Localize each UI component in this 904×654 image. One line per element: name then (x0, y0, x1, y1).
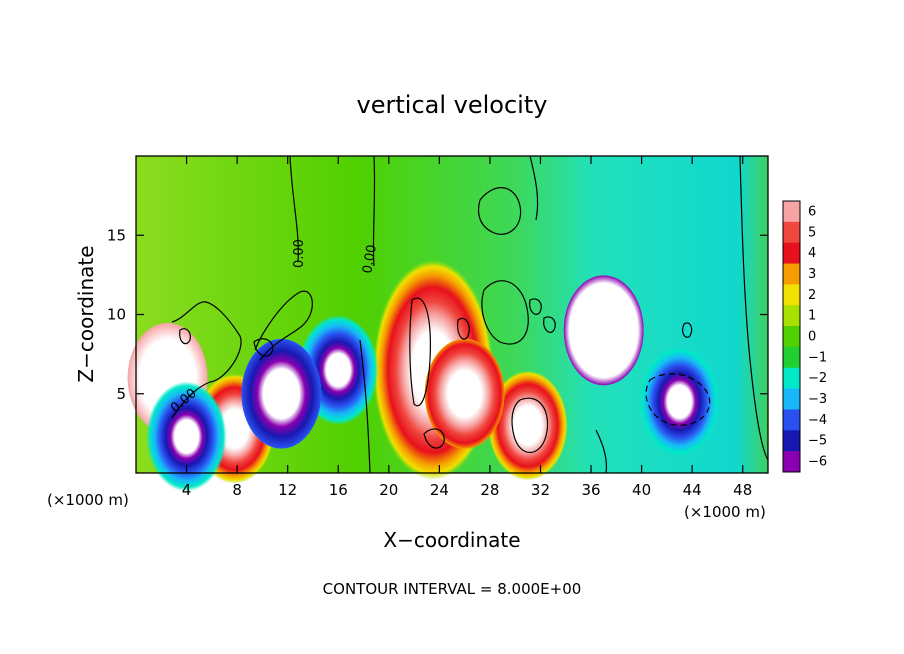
colorbar: 6 5 4 3 2 1 0 −1 −2 −3 −4 −5 −6 (782, 200, 827, 473)
x-tick-label: 4 (182, 481, 192, 499)
colorbar-swatch (783, 201, 800, 223)
colorbar-frame (782, 200, 801, 473)
x-tick-label: 20 (379, 481, 398, 499)
colorbar-swatch (783, 284, 800, 306)
x-axis-ticks: 4 8 12 16 20 24 28 32 36 40 44 48 (182, 156, 752, 499)
contour-label: 0.00 (360, 244, 380, 275)
colorbar-label: 5 (808, 225, 816, 240)
colorbar-label: −1 (808, 350, 827, 365)
colorbar-swatch (783, 430, 800, 452)
y-tick-label: 5 (116, 385, 126, 403)
x-tick-label: 44 (683, 481, 702, 499)
colorbar-swatch (783, 326, 800, 348)
contour-interval-note: CONTOUR INTERVAL = 8.000E+00 (323, 580, 582, 598)
colorbar-swatch (783, 388, 800, 410)
contour-label: 0.00 (292, 239, 307, 268)
x-tick-label: 48 (733, 481, 752, 499)
x-unit-right: (×1000 m) (684, 503, 766, 521)
updraft-cell (424, 338, 505, 449)
x-tick-label: 12 (278, 481, 297, 499)
downdraft-cell (241, 338, 322, 449)
colorbar-swatch (783, 242, 800, 265)
x-axis-label: X−coordinate (383, 528, 520, 552)
y-axis-ticks: 5 10 15 (107, 226, 768, 403)
colorbar-swatch (783, 451, 800, 473)
x-tick-label: 36 (581, 481, 600, 499)
colorbar-label: 4 (808, 246, 816, 261)
colorbar-swatch (783, 305, 800, 327)
plot-area: 0.00 0.00 0.00 4 8 12 16 20 24 28 32 36 40 44 48 51… (107, 155, 769, 499)
colorbar-swatch (783, 367, 800, 390)
x-tick-label: 8 (232, 481, 242, 499)
y-tick-label: 15 (107, 226, 126, 244)
x-tick-label: 24 (430, 481, 449, 499)
colorbar-swatch (783, 221, 800, 244)
colorbar-label: 0 (808, 330, 816, 345)
zero-contours (171, 155, 769, 474)
colorbar-label: −2 (808, 371, 827, 386)
colorbar-label: −3 (808, 392, 827, 407)
downdraft-cell (639, 346, 720, 457)
downdraft-cell (563, 275, 644, 386)
colorbar-label: −6 (808, 455, 827, 470)
colorbar-label: 2 (808, 288, 816, 303)
chart-title: vertical velocity (357, 91, 548, 119)
x-unit-left: (×1000 m) (47, 491, 129, 509)
velocity-field (127, 156, 768, 492)
x-tick-label: 32 (531, 481, 550, 499)
colorbar-swatch (783, 346, 800, 369)
updraft-cell (487, 370, 568, 481)
y-axis-label: Z−coordinate (74, 245, 98, 382)
x-tick-label: 28 (480, 481, 499, 499)
colorbar-swatch (783, 263, 800, 285)
colorbar-swatch (783, 409, 800, 431)
colorbar-label: 1 (808, 309, 816, 324)
x-tick-label: 16 (329, 481, 348, 499)
x-tick-label: 40 (632, 481, 651, 499)
downdraft-cell (146, 381, 227, 492)
colorbar-label: 3 (808, 267, 816, 282)
colorbar-label: −5 (808, 434, 827, 449)
y-tick-label: 10 (107, 306, 126, 324)
colorbar-label: −4 (808, 413, 827, 428)
colorbar-label: 6 (808, 204, 816, 219)
